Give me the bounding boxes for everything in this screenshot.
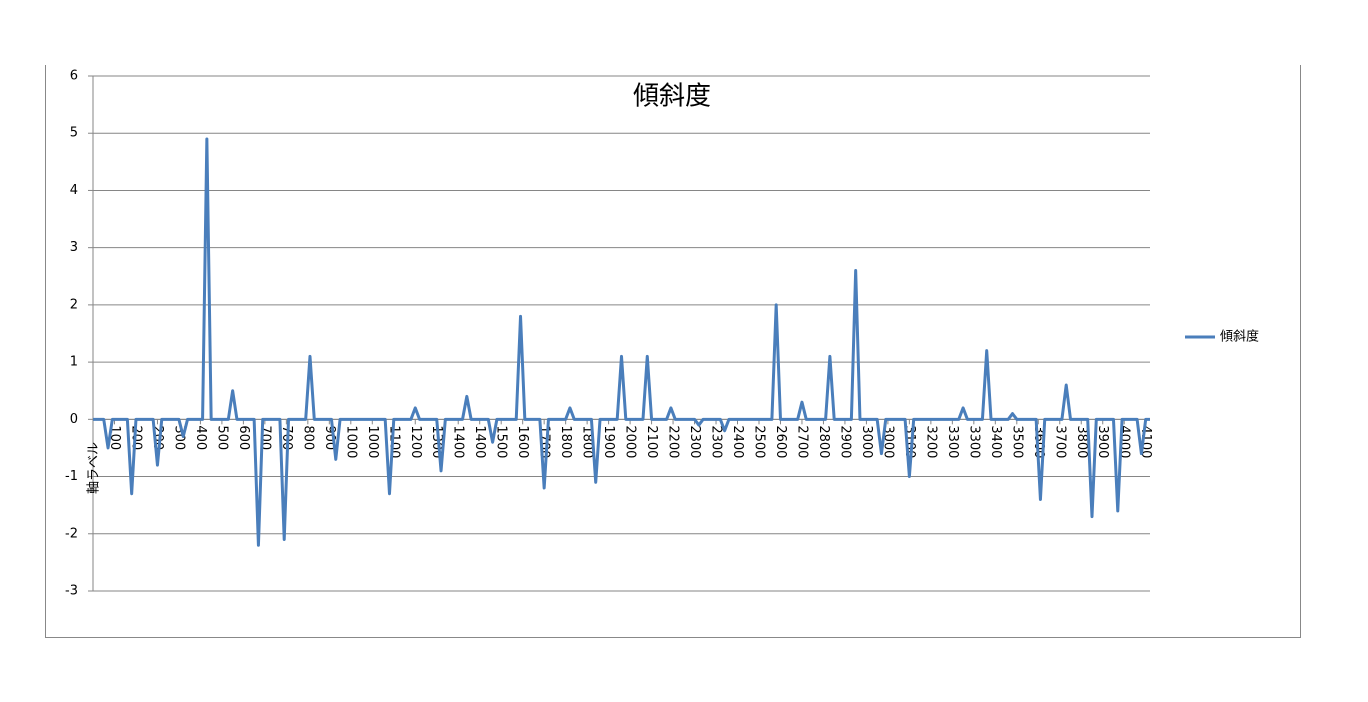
x-tick-label: 3300 — [966, 425, 981, 458]
y-tick-label: 4 — [70, 183, 78, 198]
x-tick-label: 2300 — [709, 425, 724, 458]
y-tick-label: 3 — [70, 240, 78, 255]
x-tick-label: 2900 — [837, 425, 852, 458]
y-tick-label: -1 — [65, 469, 78, 484]
x-tick-label: 2700 — [794, 425, 809, 458]
x-tick-label: 1800 — [558, 425, 573, 458]
x-tick-label: 1700 — [537, 425, 552, 458]
x-tick-label: 800 — [300, 425, 315, 450]
x-tick-label: 3400 — [988, 425, 1003, 458]
y-tick-label: 1 — [70, 355, 78, 370]
chart-title: 傾斜度 — [633, 82, 711, 112]
x-tick-label: 2100 — [644, 425, 659, 458]
x-tick-label: 1500 — [494, 425, 509, 458]
y-tick-label: 6 — [70, 69, 78, 84]
x-tick-label: 2400 — [730, 425, 745, 458]
y-tick-label: 0 — [70, 412, 78, 427]
x-tick-label: 2800 — [816, 425, 831, 458]
x-tick-label: 600 — [236, 425, 251, 450]
x-tick-label: 1900 — [601, 425, 616, 458]
x-tick-label: 2200 — [666, 425, 681, 458]
x-tick-label: 400 — [193, 425, 208, 450]
x-tick-label: 2500 — [751, 425, 766, 458]
x-tick-label: 1400 — [451, 425, 466, 458]
x-tick-label: 1000 — [365, 425, 380, 458]
x-tick-label: 1000 — [343, 425, 358, 458]
y-tick-label: 5 — [70, 126, 78, 141]
x-tick-label: 1200 — [408, 425, 423, 458]
x-tick-label: 1400 — [472, 425, 487, 458]
y-tick-label: -3 — [65, 584, 78, 599]
x-axis-label: 軸ラベル — [87, 442, 102, 494]
x-tick-label: 2000 — [623, 425, 638, 458]
x-tick-label: 3100 — [902, 425, 917, 458]
legend-label: 傾斜度 — [1220, 329, 1259, 345]
y-tick-label: 2 — [70, 297, 78, 312]
chart-border — [45, 65, 1301, 638]
x-tick-label: 2600 — [773, 425, 788, 458]
x-tick-label: 1600 — [515, 425, 530, 458]
x-tick-label: 3700 — [1052, 425, 1067, 458]
x-tick-label: 3200 — [923, 425, 938, 458]
x-tick-label: 3800 — [1074, 425, 1089, 458]
x-tick-label: 2300 — [687, 425, 702, 458]
x-tick-label: 1800 — [580, 425, 595, 458]
x-tick-label: 3300 — [945, 425, 960, 458]
x-tick-label: 3900 — [1095, 425, 1110, 458]
y-tick-label: -2 — [65, 526, 78, 541]
x-tick-label: 200 — [150, 425, 165, 450]
x-tick-label: 3500 — [1009, 425, 1024, 458]
x-tick-label: 700 — [257, 425, 272, 450]
data-line — [93, 137, 1150, 547]
x-tick-label: 500 — [214, 425, 229, 450]
x-tick-label: 3000 — [859, 425, 874, 458]
